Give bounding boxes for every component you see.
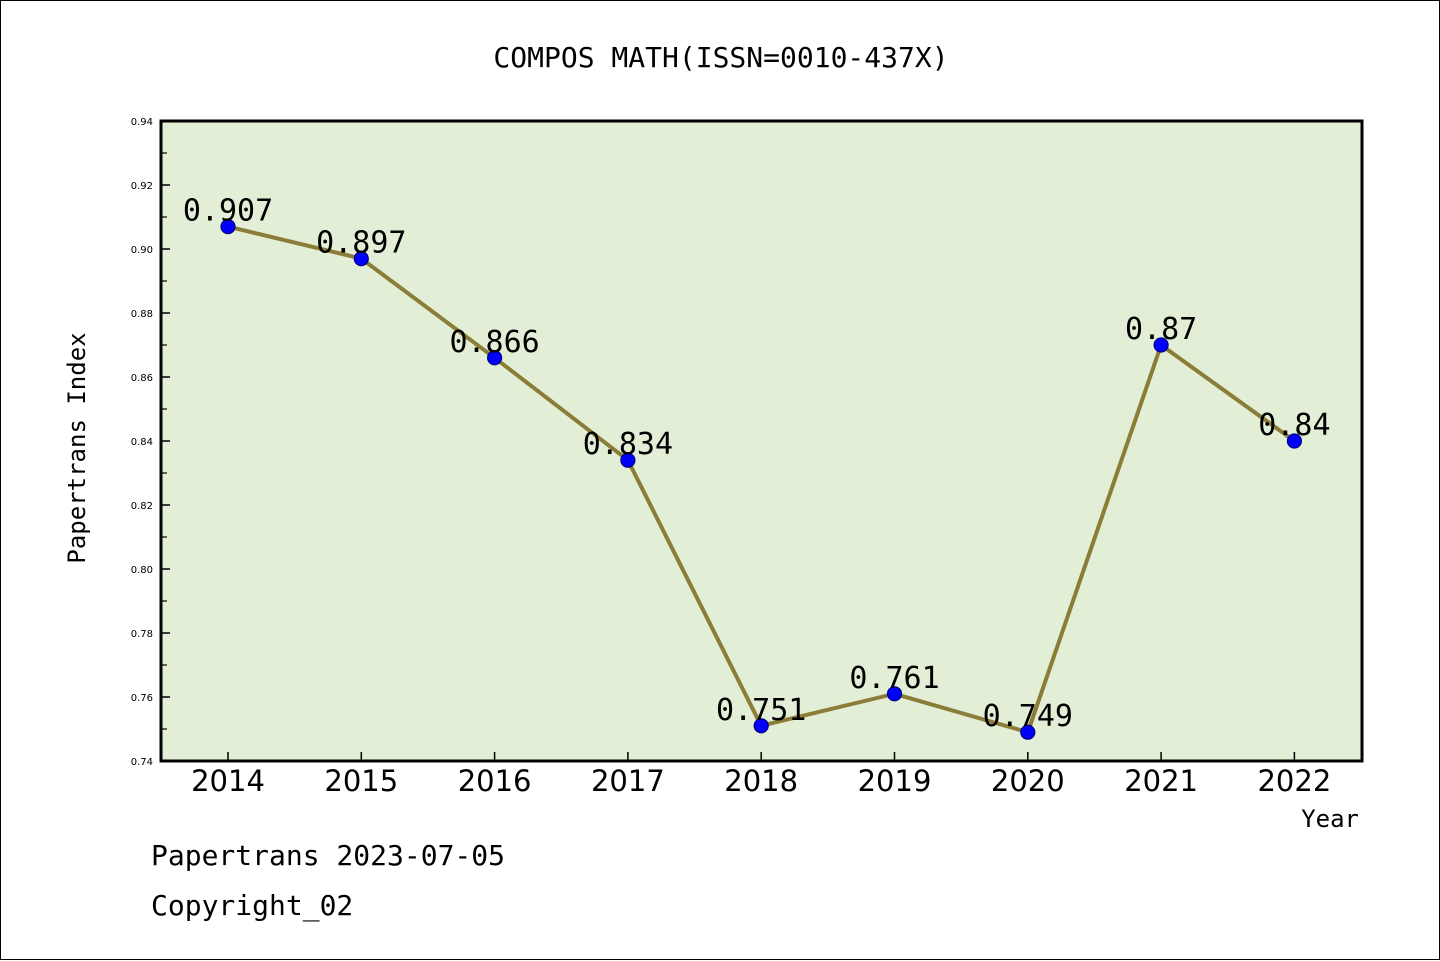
series-layer: 0.907 0.897 0.866 0.834 0.751 0.761 0.749 0.87 0… [183, 194, 1331, 740]
y-tick-label: 0.84 [131, 437, 153, 448]
y-tick-label: 0.94 [131, 117, 153, 128]
x-tick-label: 2020 [991, 764, 1065, 798]
data-label: 0.749 [983, 699, 1073, 734]
x-tick-label: 2016 [458, 764, 532, 798]
y-tick-label: 0.86 [131, 373, 153, 384]
data-label: 0.866 [449, 325, 539, 360]
chart-title: COMPOS MATH(ISSN=0010-437X) [493, 41, 948, 74]
y-tick-label: 0.74 [131, 757, 153, 768]
data-point [620, 452, 636, 468]
data-label: 0.751 [716, 693, 806, 728]
data-point [1153, 337, 1169, 353]
footer-source: Papertrans 2023-07-05 [151, 839, 505, 872]
y-tick-label: 0.90 [131, 245, 153, 256]
x-axis-label: Year [1301, 805, 1359, 833]
y-axis: 0.74 0.76 0.78 0.80 0.82 0.84 0.86 0.88 0.90 0.92… [131, 117, 170, 768]
footer-copyright: Copyright_02 [151, 889, 353, 923]
y-tick-label: 0.82 [131, 501, 153, 512]
plot-area [159, 119, 1364, 763]
y-tick-label: 0.88 [131, 309, 153, 320]
x-tick-label: 2015 [324, 764, 398, 798]
data-point [487, 350, 503, 366]
data-point [886, 686, 903, 702]
data-point [220, 219, 236, 235]
x-tick-label: 2021 [1124, 764, 1198, 798]
y-tick-label: 0.92 [131, 181, 153, 192]
x-tick-label: 2017 [591, 764, 665, 798]
x-tick-label: 2022 [1257, 764, 1331, 798]
data-point [1020, 724, 1036, 740]
x-axis: 2014 2015 2016 2017 2018 2019 2020 2021 2022 [191, 752, 1331, 798]
data-label: 0.87 [1125, 312, 1197, 347]
data-point [753, 718, 769, 734]
data-point [1286, 433, 1303, 449]
data-point [353, 251, 369, 267]
x-tick-label: 2019 [858, 764, 932, 798]
y-axis-label: Papertrans Index [63, 332, 91, 563]
x-tick-label: 2018 [724, 764, 798, 798]
x-tick-label: 2014 [191, 764, 265, 798]
y-tick-label: 0.78 [131, 629, 153, 640]
y-tick-label: 0.80 [131, 565, 153, 576]
data-label: 0.907 [183, 194, 273, 229]
data-label: 0.761 [849, 661, 939, 696]
y-tick-label: 0.76 [131, 693, 153, 704]
data-label: 0.897 [316, 226, 406, 261]
data-label: 0.84 [1258, 408, 1330, 443]
data-label: 0.834 [583, 427, 673, 462]
